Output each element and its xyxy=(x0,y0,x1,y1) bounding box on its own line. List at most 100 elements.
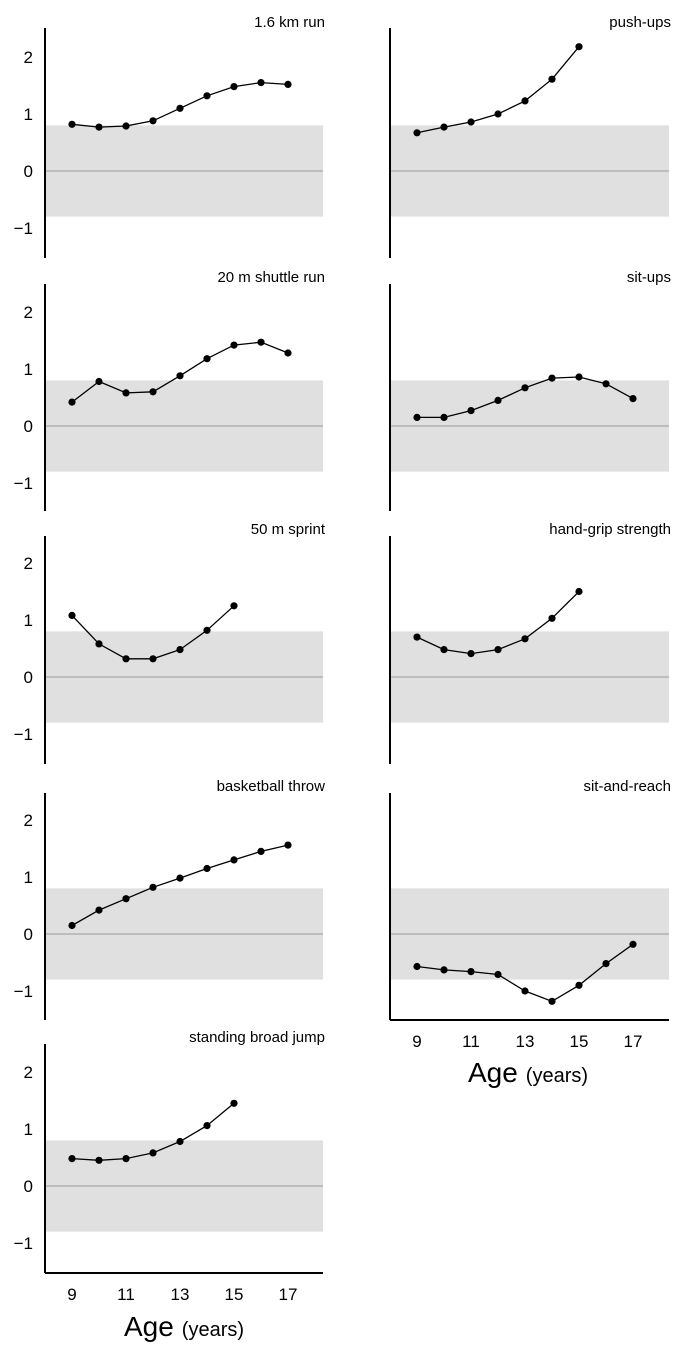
x-tick-label: 15 xyxy=(225,1285,244,1304)
data-point xyxy=(521,987,529,995)
data-point xyxy=(413,962,421,971)
x-tick-label: 17 xyxy=(624,1032,643,1051)
data-point xyxy=(122,895,130,903)
x-axis-title-unit: (years) xyxy=(526,1065,588,1087)
data-point xyxy=(122,389,130,397)
data-point xyxy=(257,79,265,87)
data-point xyxy=(467,407,475,415)
data-point xyxy=(176,372,184,380)
data-point xyxy=(176,1137,184,1146)
data-point xyxy=(440,413,448,421)
data-point xyxy=(440,123,448,131)
panel-hand-grip-strength: hand-grip strength xyxy=(389,521,671,764)
data-point xyxy=(95,640,103,648)
data-point xyxy=(149,883,157,891)
data-point xyxy=(284,349,292,357)
x-axis-right: 9 11 13 15 17 Age (years) xyxy=(390,1019,669,1088)
x-axis-title-main: Age xyxy=(468,1057,518,1088)
panel-title: sit-and-reach xyxy=(583,778,671,795)
x-tick-label: 11 xyxy=(117,1285,135,1304)
data-point xyxy=(575,981,583,989)
x-axis-title: Age (years) xyxy=(468,1057,588,1088)
data-point xyxy=(149,117,157,125)
y-tick-label: 2 xyxy=(24,1063,33,1082)
data-point xyxy=(95,1156,103,1164)
data-point xyxy=(548,997,556,1005)
x-tick-label: 13 xyxy=(171,1285,190,1304)
panel-title: sit-ups xyxy=(627,269,671,286)
y-tick-label: 1 xyxy=(24,611,33,630)
panel-sit-and-reach: sit-and-reach xyxy=(389,778,671,1020)
data-point xyxy=(68,1155,76,1163)
panel-basketball-throw: 2 1 0 −1 basketball throw xyxy=(14,778,326,1020)
data-point xyxy=(68,921,76,930)
data-point xyxy=(203,355,211,363)
x-axis-left: 9 11 13 15 17 Age (years) xyxy=(45,1272,323,1342)
panel-20-m-shuttle-run: 2 1 0 −1 20 m shuttle run xyxy=(14,269,325,511)
y-tick-label: 2 xyxy=(24,554,33,573)
panel-title: push-ups xyxy=(609,14,671,31)
series-line xyxy=(416,46,580,134)
y-tick-label: −1 xyxy=(14,725,33,744)
panel-1-6-km-run: 2 1 0 −1 1.6 km run xyxy=(14,14,325,258)
data-point xyxy=(257,338,265,346)
data-point xyxy=(602,380,610,388)
data-point xyxy=(575,373,583,381)
data-point xyxy=(122,1155,130,1163)
y-tick-label: 1 xyxy=(24,360,33,379)
data-point xyxy=(494,396,502,404)
data-point xyxy=(521,384,529,392)
y-tick-label: −1 xyxy=(14,474,33,493)
panel-50-m-sprint: 2 1 0 −1 50 m sprint xyxy=(14,521,326,764)
data-point xyxy=(575,43,583,51)
panel-title: hand-grip strength xyxy=(549,521,671,538)
data-point xyxy=(575,587,583,596)
panel-sit-ups: sit-ups xyxy=(389,269,671,511)
data-point xyxy=(467,118,475,126)
y-tick-label: 0 xyxy=(24,1177,33,1196)
data-point xyxy=(149,1149,157,1157)
x-tick-label: 15 xyxy=(570,1032,589,1051)
y-tick-label: 1 xyxy=(24,105,33,124)
data-point xyxy=(203,92,211,100)
data-point xyxy=(548,614,556,622)
data-point xyxy=(176,646,184,654)
data-point xyxy=(203,626,211,634)
x-axis-title-main: Age xyxy=(124,1311,174,1342)
data-point xyxy=(284,80,292,88)
x-tick-label: 9 xyxy=(67,1285,76,1304)
y-tick-label: 2 xyxy=(24,48,33,67)
data-point xyxy=(413,129,421,137)
panel-title: basketball throw xyxy=(217,778,326,795)
data-point xyxy=(467,650,475,658)
data-point xyxy=(203,864,211,873)
x-axis-title-unit: (years) xyxy=(182,1319,244,1341)
y-tick-label: 2 xyxy=(24,811,33,830)
data-point xyxy=(629,395,637,403)
data-point xyxy=(68,611,76,620)
data-point xyxy=(122,122,130,130)
y-tick-label: 0 xyxy=(24,925,33,944)
y-tick-label: −1 xyxy=(14,982,33,1001)
y-tick-label: −1 xyxy=(14,219,33,238)
data-point xyxy=(203,1122,211,1130)
y-tick-label: 0 xyxy=(24,417,33,436)
data-point xyxy=(149,655,157,663)
y-tick-label: 0 xyxy=(24,668,33,687)
data-point xyxy=(68,120,76,128)
data-point xyxy=(149,388,157,396)
data-point xyxy=(230,341,238,349)
data-point xyxy=(440,966,448,974)
y-tick-label: −1 xyxy=(14,1234,33,1253)
data-point xyxy=(629,940,637,948)
data-point xyxy=(230,856,238,864)
data-point xyxy=(122,655,130,663)
y-tick-label: 1 xyxy=(24,1120,33,1139)
data-point xyxy=(413,413,421,421)
data-point xyxy=(176,874,184,882)
data-point xyxy=(257,847,265,856)
data-point xyxy=(494,646,502,654)
data-point xyxy=(521,97,529,105)
y-tick-label: 2 xyxy=(24,303,33,322)
